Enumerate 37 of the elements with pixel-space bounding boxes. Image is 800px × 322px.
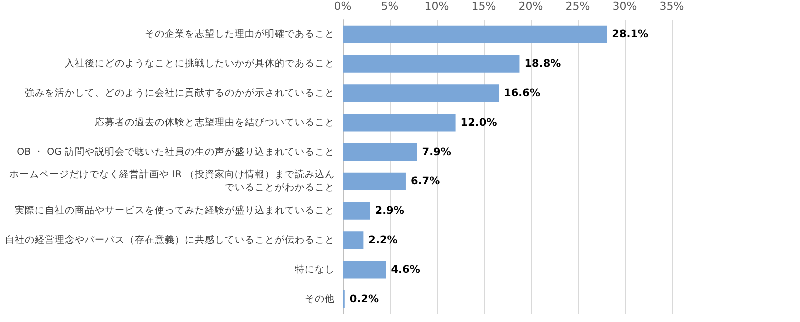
x-tick-label: 0% [334,0,352,13]
data-label: 0.2% [350,293,380,306]
y-tick-label: 自社の経営理念やパーパス（存在意義）に共感していることが伝わること [5,234,335,246]
bar [343,84,500,102]
x-tick-label: 20% [518,0,544,13]
x-tick-label: 5% [381,0,399,13]
bar [343,143,418,162]
bar [343,172,406,191]
bar [343,202,370,220]
bar [343,55,520,73]
y-tick-label: 実際に自社の商品やサービスを使ってみた経験が盛り込まれていること [15,204,335,217]
bar [343,114,456,132]
y-tick-label: 応募者の過去の体験と志望理由を結びついていること [95,116,335,128]
y-tick-label: 強みを活かして、どのように会社に貢献するのかが示されていること [25,87,335,99]
data-label: 7.9% [422,146,452,158]
x-tick-label: 35% [660,0,684,13]
bar [343,232,364,250]
y-tick-label: 特になし [295,263,335,276]
bar [343,261,386,279]
data-label: 12.0% [460,116,498,129]
x-tick-label: 15% [472,0,496,13]
y-tick-label: その他 [305,292,335,305]
data-label: 16.6% [504,88,541,100]
data-label: 2.9% [375,205,405,218]
x-tick-label: 10% [424,0,450,13]
data-label: 2.2% [368,234,398,246]
y-tick-label: OB ・ OG 訪問や説明会で聴いた社員の生の声が盛り込まれていること [17,146,335,158]
y-tick-label: 入社後にどのようなことに挑戦したいかが具体的であること [65,58,335,70]
data-label: 28.1% [612,28,650,41]
y-tick-label: ホームページだけでなく経営計画や IR （投資家向け情報）まで読み込んでいることがわかること [10,168,335,194]
x-tick-label: 30% [612,0,638,13]
data-label: 6.7% [410,176,441,188]
data-label: 4.6% [391,264,421,276]
bar [343,26,608,44]
x-tick-label: 25% [566,0,590,13]
y-tick-label: その企業を志望した理由が明確であること [145,28,335,40]
data-label: 18.8% [524,58,562,70]
